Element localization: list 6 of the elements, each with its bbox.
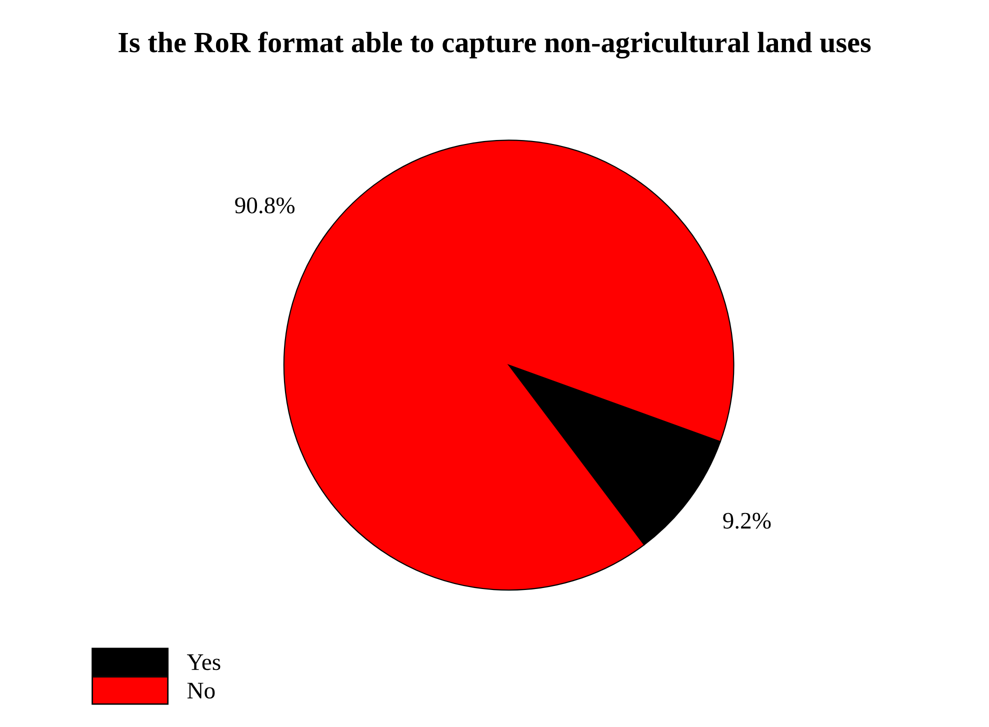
legend-label: No xyxy=(187,682,215,699)
data-label: 9.2% xyxy=(723,512,771,529)
pie-slice xyxy=(508,364,721,546)
chart-title: Is the RoR format able to capture non-agricultural land uses xyxy=(118,32,871,59)
data-label: 90.8% xyxy=(235,197,295,214)
legend-label: Yes xyxy=(187,654,220,670)
